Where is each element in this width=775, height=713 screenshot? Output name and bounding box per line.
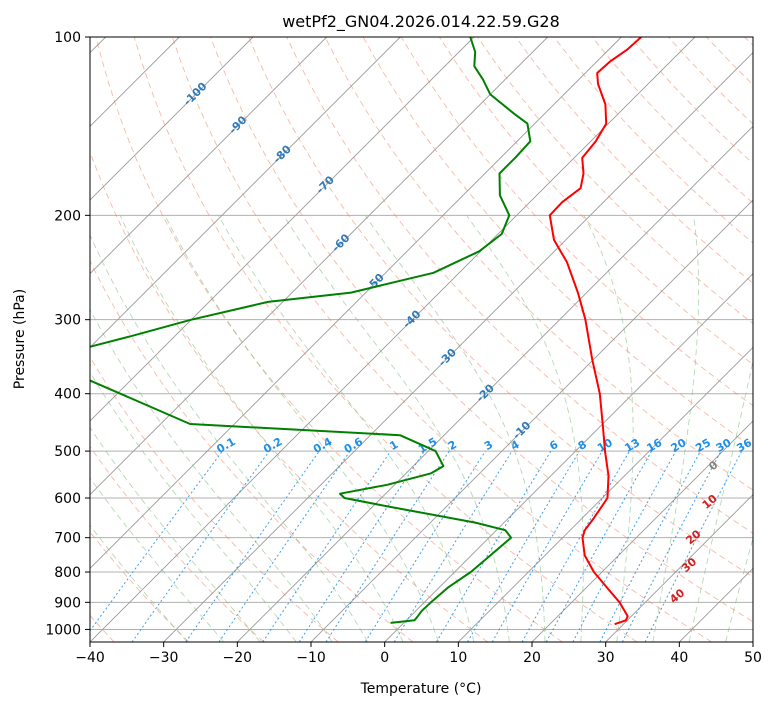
x-tick-label: −40 [75,650,105,666]
x-axis-label: Temperature (°C) [360,681,482,697]
y-tick-label: 1000 [45,622,81,638]
y-axis-label: Pressure (hPa) [12,289,28,389]
y-tick-label: 700 [54,531,81,547]
x-tick-label: 10 [449,650,467,666]
chart-title: wetPf2_GN04.2026.014.22.59.G28 [282,12,560,32]
y-tick-label: 200 [54,208,81,224]
y-tick-label: 900 [54,595,81,611]
x-tick-label: 50 [744,650,762,666]
y-tick-label: 600 [54,491,81,507]
y-tick-label: 500 [54,444,81,460]
x-tick-label: 40 [670,650,688,666]
x-tick-label: 0 [380,650,389,666]
y-tick-label: 800 [54,565,81,581]
x-tick-label: −10 [296,650,326,666]
x-tick-label: 30 [597,650,615,666]
x-tick-label: −30 [149,650,179,666]
y-tick-label: 300 [54,313,81,329]
x-tick-label: −20 [223,650,253,666]
y-tick-label: 400 [54,387,81,403]
y-tick-label: 100 [54,30,81,46]
x-tick-label: 20 [523,650,541,666]
